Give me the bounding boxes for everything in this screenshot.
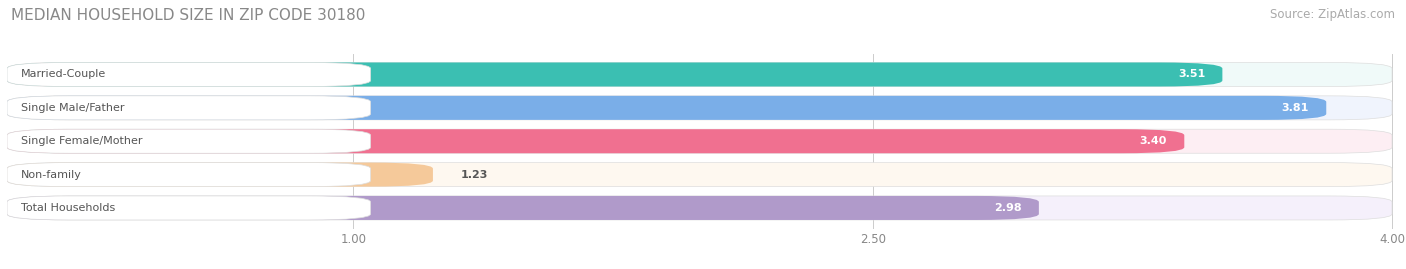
FancyBboxPatch shape	[7, 62, 371, 87]
Text: 3.51: 3.51	[1178, 69, 1205, 79]
FancyBboxPatch shape	[7, 162, 371, 187]
Text: 3.40: 3.40	[1140, 136, 1167, 146]
FancyBboxPatch shape	[7, 96, 1326, 120]
FancyBboxPatch shape	[7, 196, 1392, 220]
FancyBboxPatch shape	[7, 162, 1392, 187]
Text: 3.81: 3.81	[1282, 103, 1309, 113]
FancyBboxPatch shape	[7, 129, 1392, 153]
Text: Single Male/Father: Single Male/Father	[21, 103, 124, 113]
Text: 1.23: 1.23	[461, 169, 488, 180]
Text: Source: ZipAtlas.com: Source: ZipAtlas.com	[1270, 8, 1395, 21]
Text: Total Households: Total Households	[21, 203, 115, 213]
FancyBboxPatch shape	[7, 96, 371, 120]
FancyBboxPatch shape	[7, 129, 371, 153]
FancyBboxPatch shape	[7, 96, 1392, 120]
Text: Single Female/Mother: Single Female/Mother	[21, 136, 142, 146]
FancyBboxPatch shape	[7, 162, 433, 187]
FancyBboxPatch shape	[7, 196, 371, 220]
Text: Non-family: Non-family	[21, 169, 82, 180]
FancyBboxPatch shape	[7, 196, 1039, 220]
FancyBboxPatch shape	[7, 62, 1222, 87]
Text: MEDIAN HOUSEHOLD SIZE IN ZIP CODE 30180: MEDIAN HOUSEHOLD SIZE IN ZIP CODE 30180	[11, 8, 366, 23]
FancyBboxPatch shape	[7, 62, 1392, 87]
Text: 2.98: 2.98	[994, 203, 1022, 213]
FancyBboxPatch shape	[7, 129, 1184, 153]
Text: Married-Couple: Married-Couple	[21, 69, 105, 79]
